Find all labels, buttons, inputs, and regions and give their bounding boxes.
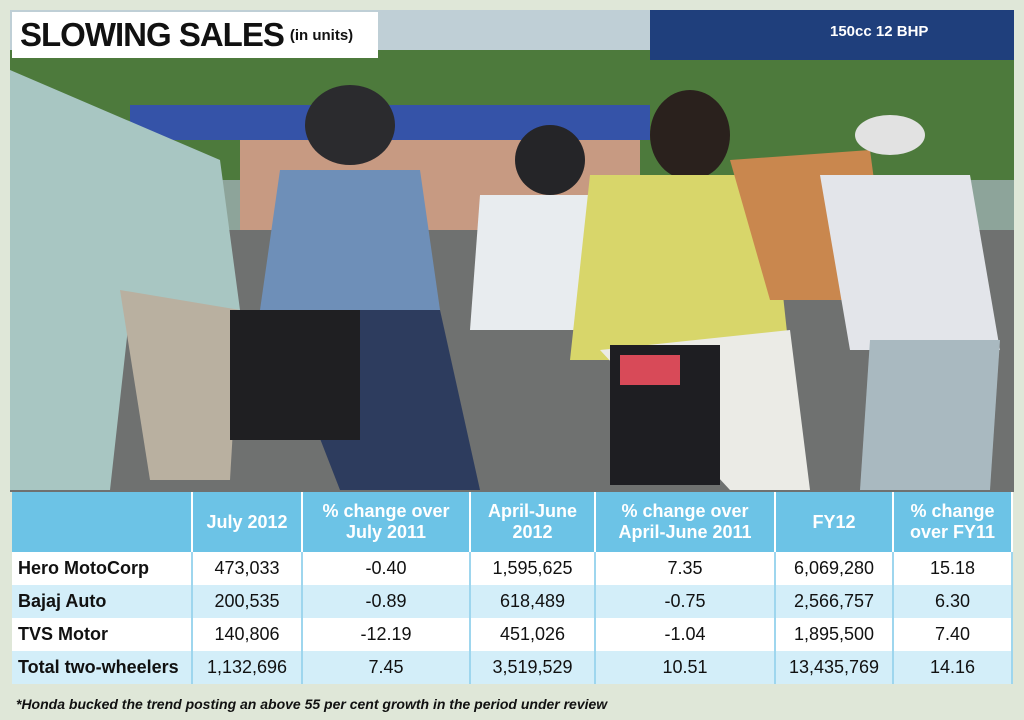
footnote: *Honda bucked the trend posting an above…	[16, 696, 608, 712]
cell: 473,033	[192, 552, 303, 585]
cell: 618,489	[470, 585, 596, 618]
scooter	[860, 340, 1000, 490]
photo: 150cc 12 BHP	[10, 10, 1014, 492]
cell: 1,895,500	[775, 618, 894, 651]
cap	[855, 115, 925, 155]
billboard-text: 150cc 12 BHP	[830, 23, 928, 40]
cell: 7.35	[595, 552, 776, 585]
corner-cell	[12, 492, 193, 552]
cell: 1,132,696	[192, 651, 303, 684]
table-row: TVS Motor 140,806 -12.19 451,026 -1.04 1,895,…	[12, 618, 1013, 651]
row-label: Bajaj Auto	[12, 585, 193, 618]
tail-light	[620, 355, 680, 385]
cell: 10.51	[595, 651, 776, 684]
column-header: April-June 2012	[470, 492, 596, 552]
rider-grey	[820, 175, 1000, 350]
cell: 6,069,280	[775, 552, 894, 585]
cell: 14.16	[893, 651, 1013, 684]
cell: -0.75	[595, 585, 776, 618]
cell: 451,026	[470, 618, 596, 651]
cell: 7.40	[893, 618, 1013, 651]
cell: 13,435,769	[775, 651, 894, 684]
bike-1	[230, 310, 360, 440]
cell: 1,595,625	[470, 552, 596, 585]
row-label: TVS Motor	[12, 618, 193, 651]
cell: -12.19	[302, 618, 471, 651]
cell: -0.89	[302, 585, 471, 618]
row-label: Hero MotoCorp	[12, 552, 193, 585]
row-label: Total two-wheelers	[12, 651, 193, 684]
column-header: FY12	[775, 492, 894, 552]
cell: 2,566,757	[775, 585, 894, 618]
subtitle: (in units)	[289, 26, 354, 44]
cell: 15.18	[893, 552, 1013, 585]
rider-white	[470, 195, 610, 330]
column-header: July 2012	[192, 492, 303, 552]
billboard	[650, 10, 1014, 60]
hair	[650, 90, 730, 180]
cell: 200,535	[192, 585, 303, 618]
sales-table: July 2012% change over July 2011 April-Ju…	[12, 492, 1013, 684]
column-header: % change over FY11	[893, 492, 1013, 552]
column-header: % change over July 2011	[302, 492, 471, 552]
cell: 3,519,529	[470, 651, 596, 684]
rider-left	[10, 70, 240, 490]
rider-left-legs	[120, 290, 240, 480]
cell: 140,806	[192, 618, 303, 651]
helmet-2	[515, 125, 585, 195]
cell: 7.45	[302, 651, 471, 684]
cell: -0.40	[302, 552, 471, 585]
column-header: % change over April-June 2011	[595, 492, 776, 552]
cell: -1.04	[595, 618, 776, 651]
header-row: July 2012% change over July 2011 April-Ju…	[12, 492, 1013, 552]
helmet	[305, 85, 395, 165]
cell: 6.30	[893, 585, 1013, 618]
title: SLOWING SALES	[20, 16, 285, 53]
rider-yellow	[570, 175, 790, 360]
table-row: Total two-wheelers 1,132,696 7.45 3,519,529…	[12, 651, 1013, 684]
table-row: Bajaj Auto 200,535 -0.89 618,489 -0.75 2,566,…	[12, 585, 1013, 618]
table-row: Hero MotoCorp 473,033 -0.40 1,595,625 7.35 6,…	[12, 552, 1013, 585]
rider-blue	[260, 170, 440, 310]
title-box: SLOWING SALES (in units)	[12, 12, 378, 58]
